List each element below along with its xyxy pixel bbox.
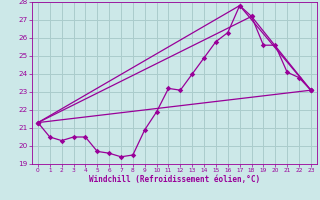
- X-axis label: Windchill (Refroidissement éolien,°C): Windchill (Refroidissement éolien,°C): [89, 175, 260, 184]
